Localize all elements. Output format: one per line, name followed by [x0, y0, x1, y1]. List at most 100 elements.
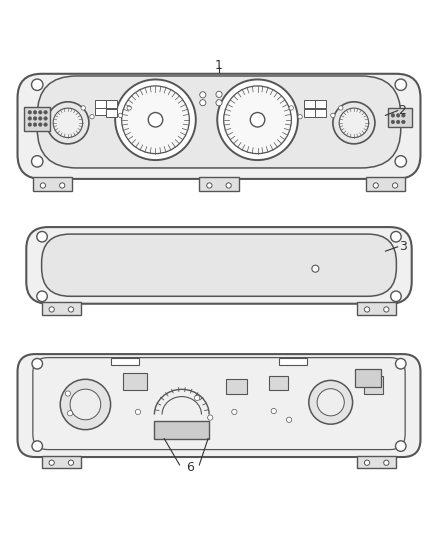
Circle shape: [384, 460, 389, 465]
FancyBboxPatch shape: [18, 74, 420, 179]
Bar: [269, 376, 288, 390]
Circle shape: [207, 183, 212, 188]
Circle shape: [40, 183, 46, 188]
Circle shape: [286, 417, 292, 423]
Bar: [106, 109, 117, 117]
Circle shape: [396, 114, 400, 117]
Circle shape: [39, 117, 42, 120]
Bar: [315, 100, 326, 108]
Bar: [24, 107, 50, 131]
Circle shape: [68, 460, 74, 465]
Text: 1: 1: [215, 59, 223, 71]
Circle shape: [90, 115, 94, 119]
Circle shape: [33, 110, 37, 114]
Circle shape: [395, 156, 406, 167]
Circle shape: [127, 106, 131, 110]
Bar: [304, 100, 315, 108]
Circle shape: [333, 102, 375, 144]
Circle shape: [200, 100, 206, 106]
Circle shape: [395, 79, 406, 91]
Bar: [123, 374, 147, 390]
Circle shape: [194, 395, 200, 400]
Circle shape: [122, 86, 189, 154]
FancyBboxPatch shape: [18, 354, 420, 457]
Circle shape: [148, 112, 163, 127]
Circle shape: [339, 108, 369, 138]
Circle shape: [60, 183, 65, 188]
Bar: [357, 302, 396, 314]
Text: 2: 2: [399, 104, 406, 117]
Circle shape: [32, 156, 43, 167]
Bar: [388, 108, 412, 127]
Bar: [357, 456, 396, 468]
FancyBboxPatch shape: [26, 227, 412, 304]
Circle shape: [65, 391, 71, 396]
Circle shape: [32, 79, 43, 91]
Circle shape: [391, 231, 401, 242]
Circle shape: [37, 291, 47, 302]
Circle shape: [216, 91, 222, 98]
Circle shape: [364, 307, 370, 312]
Bar: [199, 177, 239, 191]
Circle shape: [118, 113, 123, 118]
Circle shape: [384, 307, 389, 312]
Circle shape: [391, 291, 401, 302]
Circle shape: [28, 117, 32, 120]
Circle shape: [32, 359, 42, 369]
Ellipse shape: [317, 389, 344, 416]
Bar: [364, 376, 383, 394]
Ellipse shape: [70, 389, 101, 420]
Circle shape: [226, 183, 231, 188]
Bar: [95, 100, 106, 108]
Circle shape: [391, 120, 395, 124]
Circle shape: [331, 113, 335, 118]
Bar: [95, 108, 106, 115]
Ellipse shape: [60, 379, 110, 430]
Circle shape: [37, 231, 47, 242]
Circle shape: [47, 102, 89, 144]
FancyBboxPatch shape: [42, 234, 396, 296]
Bar: [42, 456, 81, 468]
Circle shape: [44, 117, 47, 120]
FancyBboxPatch shape: [37, 76, 401, 168]
Text: 6: 6: [187, 462, 194, 474]
Circle shape: [135, 409, 141, 415]
Bar: [226, 379, 247, 393]
Circle shape: [396, 359, 406, 369]
Circle shape: [208, 415, 213, 420]
Circle shape: [396, 120, 400, 124]
Circle shape: [49, 307, 54, 312]
Bar: [366, 177, 405, 191]
Circle shape: [402, 114, 405, 117]
Circle shape: [339, 106, 343, 110]
Bar: [42, 302, 81, 314]
Circle shape: [39, 123, 42, 126]
Circle shape: [232, 409, 237, 415]
Circle shape: [81, 106, 85, 110]
Circle shape: [312, 265, 319, 272]
Circle shape: [396, 441, 406, 451]
Circle shape: [28, 123, 32, 126]
Circle shape: [364, 460, 370, 465]
Circle shape: [298, 115, 302, 119]
Circle shape: [67, 410, 73, 416]
Bar: [106, 100, 117, 108]
Circle shape: [373, 183, 378, 188]
Circle shape: [224, 86, 291, 154]
Circle shape: [402, 120, 405, 124]
Circle shape: [28, 110, 32, 114]
Circle shape: [33, 123, 37, 126]
Circle shape: [44, 110, 47, 114]
Circle shape: [68, 307, 74, 312]
Circle shape: [271, 408, 276, 414]
Circle shape: [32, 441, 42, 451]
Circle shape: [115, 79, 196, 160]
Circle shape: [217, 79, 298, 160]
Ellipse shape: [309, 381, 353, 424]
Bar: [154, 421, 209, 439]
Bar: [33, 177, 72, 191]
Circle shape: [33, 117, 37, 120]
Text: 3: 3: [399, 240, 406, 253]
Circle shape: [49, 460, 54, 465]
Circle shape: [44, 123, 47, 126]
